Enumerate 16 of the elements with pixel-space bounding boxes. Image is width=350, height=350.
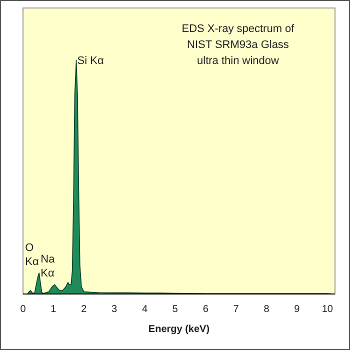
x-tick-label: 1 [50, 304, 57, 315]
annotation: Si Kα [77, 55, 104, 67]
x-tick-label: 0 [20, 304, 26, 315]
x-tick-label: 3 [112, 304, 118, 315]
x-tick-label: 7 [233, 304, 240, 315]
annotation: Na Kα [40, 254, 56, 280]
x-tick-label: 10 [322, 304, 334, 315]
x-tick-label: 9 [294, 304, 300, 315]
x-tick-label: 4 [142, 304, 148, 315]
x-tick-label: 5 [172, 304, 178, 315]
chart-title: EDS X-ray spectrum of NIST SRM93a Glass ultra thin window [182, 23, 296, 67]
x-tick-label: 6 [202, 304, 209, 315]
x-tick-label: 2 [81, 304, 88, 315]
x-tick-label: 8 [264, 304, 270, 315]
x-axis-title: Energy (keV) [148, 324, 210, 335]
annotation: O Kα [25, 242, 40, 268]
